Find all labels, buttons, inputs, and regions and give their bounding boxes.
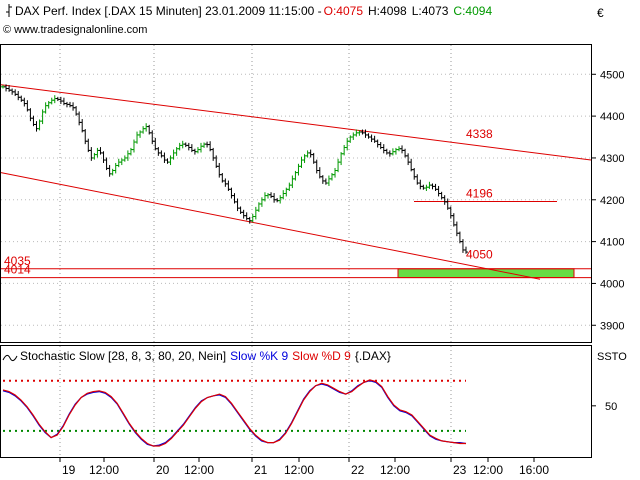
support-zone-box <box>397 268 575 279</box>
ohlc-bars <box>1 84 468 254</box>
price-header-title: DAX Perf. Index [.DAX 15 Minuten] 23.01.… <box>15 4 322 18</box>
price-y-tick-label: 4500 <box>600 69 624 81</box>
channel-label: 4014 <box>4 263 31 277</box>
channel-label: 4050 <box>466 248 493 262</box>
x-axis-tick-label: 12:00 <box>284 463 314 477</box>
x-axis-tick-label: 12:00 <box>380 463 410 477</box>
bar-chart-icon <box>6 4 12 17</box>
stochastic-y-tick-label: 50 <box>605 401 617 413</box>
x-axis-tick-label: 21 <box>254 463 268 477</box>
currency-symbol: € <box>597 6 604 20</box>
channel-label: 4035 <box>4 254 31 268</box>
stochastic-source-tag: {.DAX} <box>355 349 391 363</box>
stochastic-right-label: SSTO <box>597 351 627 363</box>
price-panel-frame <box>0 44 592 343</box>
stochastic-d-label: Slow %D 9 <box>292 349 351 363</box>
x-axis-tick-label: 23 <box>453 463 467 477</box>
x-axis-tick-label: 19 <box>62 463 76 477</box>
stochastic-k-label: Slow %K 9 <box>230 349 288 363</box>
indicator-icon <box>2 354 18 362</box>
price-header-high: H:4098 <box>368 4 407 18</box>
price-header-open: O:4075 <box>324 4 364 18</box>
stochastic-k-line <box>2 380 467 447</box>
channel-label: 4338 <box>466 127 493 141</box>
price-y-tick-label: 4400 <box>600 111 624 123</box>
price-y-tick-label: 4300 <box>600 153 624 165</box>
price-grid <box>1 45 591 342</box>
x-axis-tick-label: 20 <box>156 463 170 477</box>
x-axis-tick-label: 12:00 <box>473 463 503 477</box>
price-y-tick-label: 3900 <box>600 320 624 332</box>
price-header: DAX Perf. Index [.DAX 15 Minuten] 23.01.… <box>3 4 604 36</box>
stochastic-grid <box>59 346 452 457</box>
stochastic-d-line <box>2 379 466 447</box>
time-x-axis: 19 12:00 20 12:00 21 12:00 22 12:00 23 12:00 16:00 <box>0 457 592 477</box>
channel-lines <box>0 84 592 280</box>
x-axis-tick-label: 12:00 <box>89 463 119 477</box>
stochastic-y-axis: 50 <box>591 401 617 413</box>
x-axis-tick-label: 22 <box>351 463 365 477</box>
highlight-box <box>397 268 575 279</box>
price-y-tick-label: 4200 <box>600 195 624 207</box>
price-y-tick-label: 4000 <box>600 278 624 290</box>
channel-label: 4196 <box>466 186 493 200</box>
x-axis-tick-label: 12:00 <box>184 463 214 477</box>
price-header-low: L:4073 <box>412 4 449 18</box>
source-copyright: © www.tradesignalonline.com <box>3 24 147 36</box>
stochastic-header: Stochastic Slow [28, 8, 3, 80, 20, Nein]… <box>2 349 627 363</box>
x-axis-tick-label: 16:00 <box>519 463 549 477</box>
channel-lower-line <box>0 172 541 280</box>
stochastic-title: Stochastic Slow [28, 8, 3, 80, 20, Nein] <box>20 349 226 363</box>
price-y-axis: 3900 4000 4100 4200 4300 4400 4500 <box>591 69 624 332</box>
price-y-tick-label: 4100 <box>600 237 624 249</box>
price-header-close: C:4094 <box>453 4 492 18</box>
channel-upper-line <box>0 84 592 161</box>
stochastic-levels <box>3 379 466 432</box>
stochastic-lines <box>2 379 467 447</box>
